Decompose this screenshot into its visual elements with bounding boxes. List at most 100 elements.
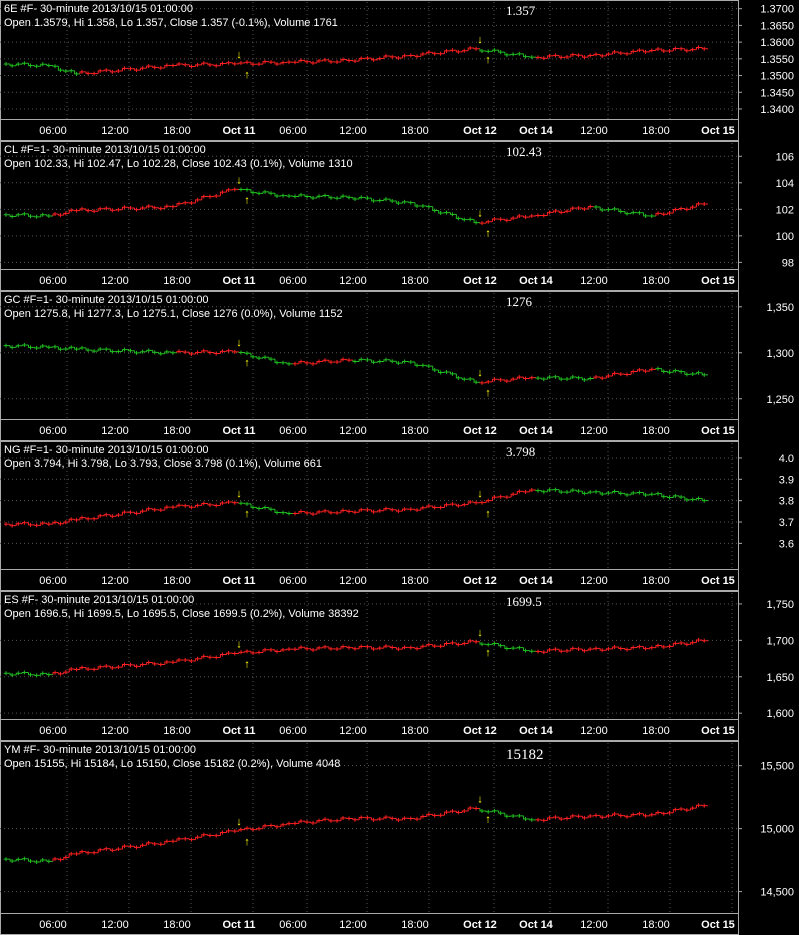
series-segment <box>402 508 409 512</box>
series-segment <box>547 489 554 492</box>
series-segment <box>274 62 281 65</box>
series-segment <box>541 57 548 59</box>
series-segment <box>134 512 141 514</box>
series-segment <box>46 523 53 525</box>
x-tick-label: Oct 12 <box>463 275 497 287</box>
series-segment <box>158 207 165 210</box>
series-segment <box>34 216 41 218</box>
series-segment <box>612 208 619 210</box>
series-segment <box>612 813 619 816</box>
series-segment <box>109 349 117 353</box>
series-segment <box>624 648 632 651</box>
series-segment <box>498 50 505 53</box>
series-segment <box>213 352 221 355</box>
series-segment <box>21 522 29 524</box>
series-segment <box>395 818 403 821</box>
series-segment <box>661 213 668 215</box>
series-segment <box>152 508 159 511</box>
series-segment <box>256 507 263 510</box>
y-tick-label: 102 <box>776 204 794 216</box>
series-segment <box>504 52 512 56</box>
series-segment <box>649 814 656 816</box>
series-segment <box>238 829 245 832</box>
series-segment <box>176 350 184 353</box>
series-segment <box>21 62 29 65</box>
series-segment <box>201 350 208 353</box>
series-segment <box>599 207 607 211</box>
series-segment <box>672 495 680 498</box>
series-segment <box>630 212 638 214</box>
series-segment <box>274 649 281 652</box>
series-segment <box>541 819 548 821</box>
signal-arrow-icon: ↑ <box>244 508 250 520</box>
series-segment <box>667 645 674 647</box>
series-segment <box>690 49 697 51</box>
y-tick-label: 1.3450 <box>760 87 794 99</box>
series-segment <box>316 195 323 199</box>
series-segment <box>408 201 415 204</box>
series-segment <box>491 378 499 382</box>
series-segment <box>467 47 475 51</box>
series-segment <box>618 491 625 494</box>
series-segment <box>455 373 463 379</box>
series-segment <box>473 640 480 643</box>
series-segment <box>661 48 668 52</box>
series-segment <box>358 816 366 820</box>
series-segment <box>485 381 493 383</box>
series-segment <box>402 55 409 58</box>
series-segment <box>52 521 59 525</box>
series-segment <box>618 208 625 213</box>
series-segment <box>201 62 208 65</box>
series-segment <box>667 496 674 498</box>
series-segment <box>612 372 619 376</box>
series-segment <box>316 360 323 364</box>
series-segment <box>140 510 147 514</box>
signal-arrow-icon: ↓ <box>236 337 242 349</box>
series-segment <box>140 351 147 353</box>
x-tick-label: 12:00 <box>101 725 129 737</box>
series-segment <box>473 378 480 383</box>
series-segment <box>340 509 347 513</box>
x-tick-label: 18:00 <box>642 275 670 287</box>
series-segment <box>262 191 269 194</box>
chart-svg: 06:00 12:00 18:00 Oct 11 06:00 12:00 18:00 Oct … <box>0 741 794 935</box>
series-segment <box>79 851 87 854</box>
series-segment <box>310 512 317 515</box>
series-segment <box>352 360 360 362</box>
series-segment <box>504 379 512 382</box>
x-tick-label: 12:00 <box>339 919 367 931</box>
series-segment <box>207 350 215 354</box>
series-segment <box>274 359 281 364</box>
series-segment <box>371 359 378 363</box>
series-segment <box>232 501 239 504</box>
series-segment <box>219 350 227 354</box>
series-segment <box>322 195 329 197</box>
x-tick-label: Oct 15 <box>701 125 735 137</box>
series-segment <box>207 63 215 66</box>
series-segment <box>34 347 41 349</box>
series-segment <box>28 672 35 676</box>
series-segment <box>250 62 257 65</box>
series-segment <box>672 48 680 51</box>
series-segment <box>346 510 353 512</box>
series-segment <box>328 59 335 63</box>
series-segment <box>74 347 80 350</box>
series-segment <box>643 50 650 53</box>
panel-symbol-title: NG #F=1- 30-minute 2013/10/15 01:00:00 <box>4 444 209 456</box>
series-segment <box>63 521 70 524</box>
series-segment <box>701 639 708 642</box>
series-segment <box>57 346 64 350</box>
series-segment <box>485 221 493 224</box>
chart-panel: 06:00 12:00 18:00 Oct 11 06:00 12:00 18:00 Oct … <box>0 591 799 741</box>
x-tick-label: 06:00 <box>39 575 67 587</box>
x-tick-label: Oct 11 <box>222 425 255 437</box>
series-segment <box>109 208 117 211</box>
series-segment <box>188 838 196 841</box>
series-segment <box>455 50 463 53</box>
series-segment <box>701 372 708 376</box>
series-segment <box>310 362 317 365</box>
series-segment <box>358 358 366 362</box>
series-segment <box>426 644 433 647</box>
series-segment <box>40 522 47 526</box>
series-segment <box>529 377 536 379</box>
